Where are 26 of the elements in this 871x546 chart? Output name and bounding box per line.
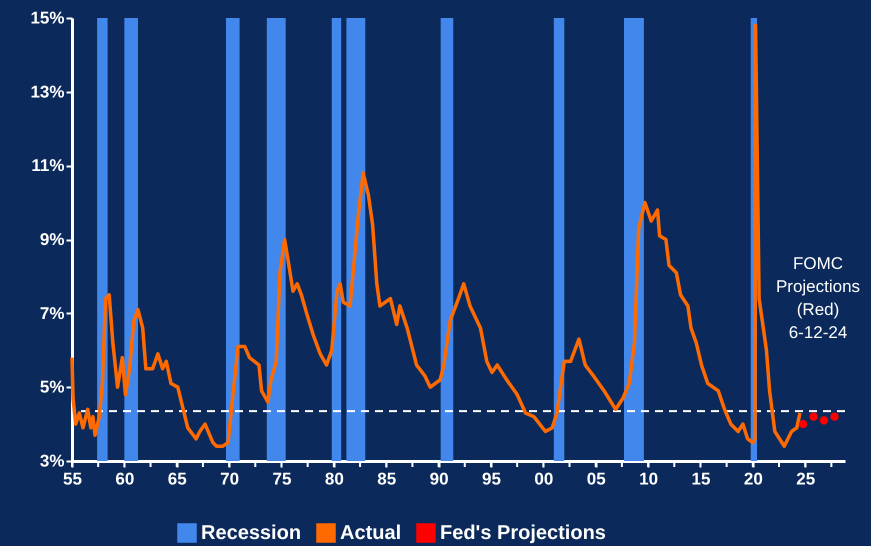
x-tick-label: 00 (534, 470, 554, 488)
legend-label: Actual (340, 522, 402, 544)
x-tick-label: 90 (430, 470, 449, 488)
x-tick-label: 20 (744, 470, 763, 488)
y-tick-label: 5% (40, 378, 64, 397)
x-tick-label: 70 (220, 470, 240, 488)
x-tick-label: 65 (168, 470, 187, 488)
y-tick-label: 11% (31, 156, 64, 176)
x-tick-label: 60 (115, 470, 134, 488)
x-tick-label: 15 (691, 470, 710, 488)
x-tick-label: 85 (377, 470, 396, 488)
x-tick-label: 10 (639, 470, 658, 488)
y-tick-label: 15% (30, 8, 64, 28)
x-tick-label: 80 (324, 470, 344, 488)
legend-label: Recession (201, 522, 302, 544)
y-tick-label: 9% (40, 230, 64, 249)
y-tick-label: 13% (30, 82, 64, 102)
x-tick-label: 25 (796, 470, 816, 488)
y-tick-label: 3% (40, 452, 64, 470)
x-tick-label: 55 (63, 470, 82, 488)
annotation: FOMC Projections (Red) 6-12-24 (776, 254, 860, 342)
y-tick-label: 7% (40, 304, 64, 323)
legend-label: Fed's Projections (440, 522, 606, 544)
x-tick-label: 05 (586, 470, 606, 488)
x-tick-label: 75 (272, 470, 292, 488)
x-tick-label: 95 (482, 470, 501, 488)
